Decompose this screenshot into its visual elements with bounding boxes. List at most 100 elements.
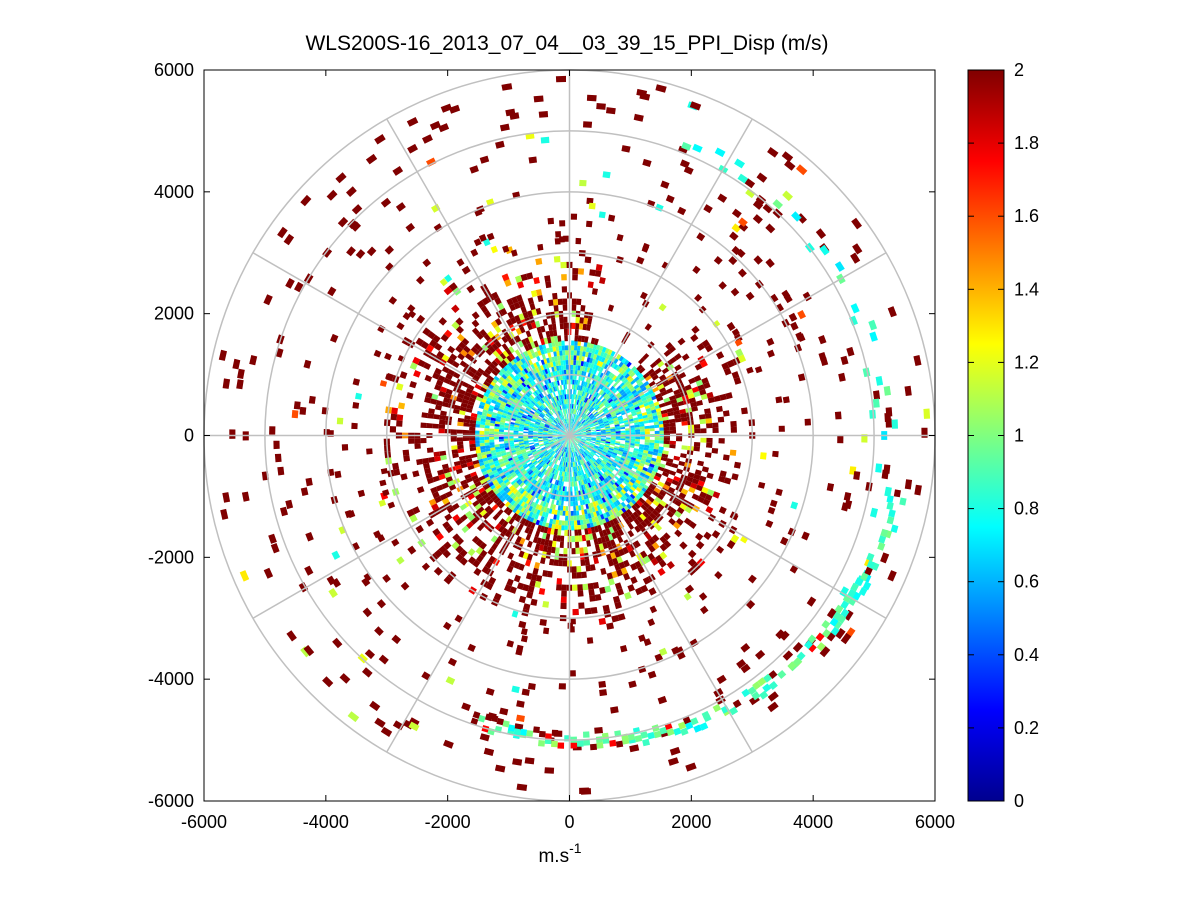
data-cell bbox=[573, 409, 576, 415]
data-cell bbox=[804, 640, 813, 650]
data-cell bbox=[600, 384, 605, 390]
data-cell bbox=[633, 419, 639, 423]
data-cell bbox=[581, 401, 585, 407]
data-cell bbox=[519, 444, 525, 447]
data-cell bbox=[551, 323, 557, 331]
data-cell bbox=[534, 580, 541, 588]
data-cell bbox=[457, 444, 464, 450]
data-cell bbox=[730, 420, 737, 428]
data-cell bbox=[446, 506, 455, 514]
data-cell bbox=[520, 358, 526, 364]
data-cell bbox=[676, 506, 685, 515]
data-cell bbox=[565, 447, 567, 453]
data-cell bbox=[617, 450, 624, 454]
data-cell bbox=[559, 510, 563, 516]
data-cell bbox=[559, 355, 563, 361]
data-cell bbox=[647, 450, 654, 455]
data-cell bbox=[566, 462, 569, 468]
data-cell bbox=[807, 643, 817, 653]
data-cell bbox=[628, 384, 634, 390]
data-cell bbox=[480, 467, 487, 473]
data-cell bbox=[593, 468, 598, 474]
data-cell bbox=[479, 499, 487, 507]
data-cell bbox=[627, 416, 633, 420]
data-cell bbox=[642, 738, 650, 747]
data-cell bbox=[666, 407, 674, 413]
colorbar-ticks: 21.81.61.41.210.80.60.40.20 bbox=[968, 60, 1039, 811]
data-cell bbox=[494, 423, 500, 427]
data-cell bbox=[610, 410, 616, 415]
data-cell bbox=[646, 397, 653, 403]
data-cell bbox=[651, 457, 657, 462]
data-cell bbox=[570, 403, 573, 409]
data-cell bbox=[546, 507, 550, 514]
data-cell bbox=[671, 463, 679, 469]
data-cell bbox=[775, 396, 783, 404]
data-cell bbox=[633, 417, 639, 421]
data-cell bbox=[463, 418, 471, 424]
spoke-line bbox=[386, 118, 571, 436]
data-cell bbox=[331, 550, 341, 560]
data-cell bbox=[561, 286, 567, 293]
data-cell bbox=[560, 456, 564, 462]
y-tick-label: -4000 bbox=[148, 669, 194, 689]
data-cell bbox=[589, 492, 594, 498]
data-cell bbox=[551, 415, 556, 420]
data-cell bbox=[597, 488, 602, 495]
data-cell bbox=[594, 506, 599, 512]
data-cell bbox=[530, 321, 537, 329]
data-cell bbox=[574, 389, 577, 395]
data-cell bbox=[697, 460, 704, 467]
data-cell bbox=[581, 509, 585, 515]
data-cell bbox=[552, 438, 558, 440]
data-cell bbox=[668, 418, 676, 424]
data-cell bbox=[697, 384, 705, 391]
data-cell bbox=[564, 437, 568, 441]
data-cell bbox=[571, 423, 574, 429]
data-cell bbox=[615, 455, 622, 460]
data-cell bbox=[586, 431, 592, 433]
data-cell bbox=[600, 431, 606, 433]
data-cell bbox=[507, 382, 513, 388]
data-cell bbox=[631, 398, 637, 404]
data-cell bbox=[657, 383, 665, 390]
data-cell bbox=[575, 451, 579, 456]
data-cell bbox=[506, 392, 512, 397]
data-cell bbox=[606, 107, 616, 115]
data-cell bbox=[576, 476, 579, 482]
data-cell bbox=[484, 713, 493, 722]
data-cell bbox=[714, 147, 726, 158]
data-cell bbox=[552, 494, 556, 500]
data-cell bbox=[573, 447, 576, 452]
data-cell bbox=[562, 436, 568, 438]
data-cell bbox=[642, 576, 651, 585]
data-cell bbox=[560, 426, 565, 431]
data-cell bbox=[527, 343, 533, 350]
data-cell bbox=[559, 495, 563, 501]
data-cell bbox=[461, 381, 470, 388]
data-cell bbox=[562, 486, 565, 492]
data-cell bbox=[582, 519, 587, 525]
data-cell bbox=[597, 371, 602, 377]
data-cell bbox=[423, 362, 432, 370]
data-cell bbox=[222, 492, 231, 503]
data-cell bbox=[534, 562, 540, 569]
data-cell bbox=[504, 584, 512, 592]
data-cell bbox=[634, 406, 640, 411]
data-cell bbox=[642, 399, 648, 405]
data-cell bbox=[553, 484, 557, 490]
data-cell bbox=[557, 395, 560, 401]
data-cell bbox=[804, 418, 811, 426]
data-cell bbox=[484, 445, 491, 449]
data-cell bbox=[572, 274, 578, 281]
data-cell bbox=[731, 473, 739, 481]
data-cell bbox=[530, 507, 536, 513]
data-cell bbox=[339, 673, 351, 684]
data-cell bbox=[494, 297, 502, 305]
data-cell bbox=[416, 314, 426, 324]
data-cell bbox=[556, 417, 561, 422]
data-cell bbox=[519, 383, 525, 389]
data-cell bbox=[528, 429, 534, 431]
data-cell bbox=[531, 512, 537, 519]
data-cell bbox=[549, 442, 554, 445]
